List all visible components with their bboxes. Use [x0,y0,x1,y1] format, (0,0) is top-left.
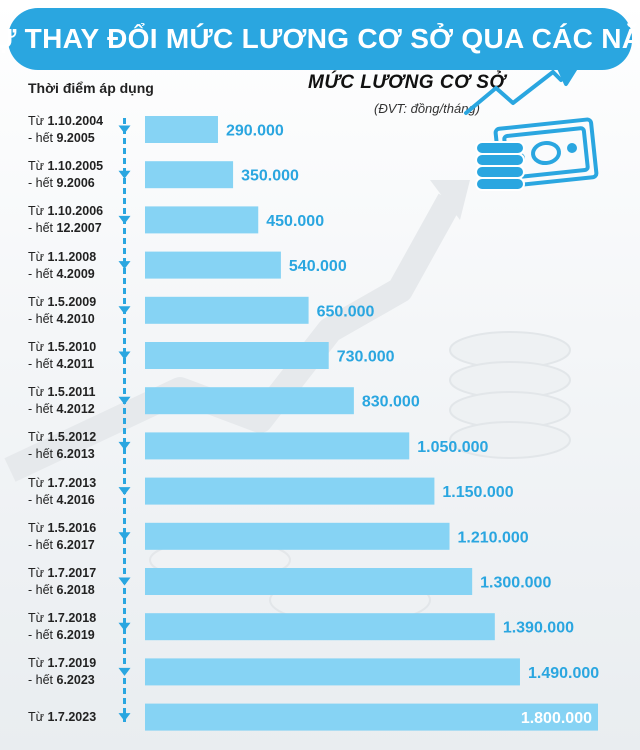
period-label-10: Từ 1.7.2017 - hết 6.2018 [28,565,122,599]
triangle-marker-icon [118,351,131,360]
period-label-7: Từ 1.5.2012 - hết 6.2013 [28,429,122,463]
value-label-5: 730.000 [337,349,395,366]
period-label-0: Từ 1.10.2004 - hết 9.2005 [28,113,122,147]
period-to: - hết 6.2017 [28,537,95,552]
triangle-marker-icon [118,396,131,405]
period-from: Từ 1.7.2018 [28,611,97,626]
bar-7 [145,432,410,460]
period-label-9: Từ 1.5.2016 - hết 6.2017 [28,520,122,554]
period-from: Từ 1.10.2006 [28,204,104,219]
period-from: Từ 1.7.2013 [28,475,97,490]
bar-11 [145,613,495,641]
period-to: - hết 6.2019 [28,628,95,643]
value-label-12: 1.490.000 [528,665,599,682]
period-to: - hết 9.2006 [28,176,95,191]
triangle-marker-icon [118,577,131,586]
triangle-marker-icon [118,125,131,134]
bar-5 [145,342,329,369]
period-label-2: Từ 1.10.2006 - hết 12.2007 [28,203,122,237]
legend-unit: (ĐVT: đồng/tháng) [374,101,480,116]
period-label-12: Từ 1.7.2019 - hết 6.2023 [28,655,122,689]
money-growth-icon [464,64,599,191]
value-label-8: 1.150.000 [442,484,513,501]
value-label-9: 1.210.000 [458,529,529,546]
column-header: Thời điểm áp dụng [28,80,154,96]
bar-10 [145,568,473,595]
period-to: - hết 4.2009 [28,266,95,281]
legend-title: MỨC LƯƠNG CƠ SỞ [308,72,506,93]
triangle-marker-icon [118,170,131,179]
period-to: - hết 4.2011 [28,357,95,371]
period-from: Từ 1.7.2019 [28,656,97,671]
bar-1 [145,161,234,189]
value-label-0: 290.000 [226,123,284,140]
period-label-13: Từ 1.7.2023 [28,709,122,726]
period-to: - hết 9.2005 [28,131,95,145]
bar-6 [145,387,354,415]
period-from: Từ 1.10.2005 [28,159,104,174]
triangle-marker-icon [118,667,131,676]
triangle-marker-icon [118,532,131,541]
value-label-6: 830.000 [362,394,420,411]
bar-4 [145,296,309,324]
bar-9 [145,522,450,550]
bar-12 [145,658,520,686]
triangle-marker-icon [118,306,131,315]
triangle-marker-icon [118,622,131,631]
period-label-11: Từ 1.7.2018 - hết 6.2019 [28,610,122,644]
period-to: - hết 6.2023 [28,673,95,688]
value-label-10: 1.300.000 [480,575,551,592]
period-label-3: Từ 1.1.2008 - hết 4.2009 [28,249,122,283]
period-from: Từ 1.10.2004 [28,114,104,128]
period-to: - hết 4.2012 [28,402,95,417]
bar-0 [145,116,218,143]
bar-3 [145,251,281,279]
value-label-4: 650.000 [317,303,375,320]
timeline-line [123,118,126,722]
triangle-marker-icon [118,713,131,722]
period-to: - hết 6.2013 [28,447,95,462]
value-label-1: 350.000 [241,168,299,185]
period-from: Từ 1.7.2023 [28,709,97,724]
period-from: Từ 1.5.2016 [28,520,97,535]
chart-title: SỰ THAY ĐỔI MỨC LƯƠNG CƠ SỞ QUA CÁC NĂM [0,23,640,54]
value-label-7: 1.050.000 [417,439,488,456]
period-label-6: Từ 1.5.2011 - hết 4.2012 [28,384,122,418]
period-from: Từ 1.1.2008 [28,249,97,264]
value-label-13: 1.800.000 [521,710,592,727]
bar-2 [145,206,259,234]
period-from: Từ 1.5.2010 [28,340,97,354]
triangle-marker-icon [118,215,131,224]
period-label-8: Từ 1.7.2013 - hết 4.2016 [28,475,122,509]
title-banner: SỰ THAY ĐỔI MỨC LƯƠNG CƠ SỞ QUA CÁC NĂM [0,8,640,70]
value-label-11: 1.390.000 [503,620,574,637]
period-label-1: Từ 1.10.2005 - hết 9.2006 [28,158,122,192]
period-from: Từ 1.5.2011 [28,385,96,400]
triangle-marker-icon [118,441,131,450]
period-label-4: Từ 1.5.2009 - hết 4.2010 [28,294,122,328]
period-from: Từ 1.5.2012 [28,430,97,445]
value-label-2: 450.000 [266,213,324,230]
triangle-marker-icon [118,487,131,496]
bar-8 [145,477,435,505]
period-to: - hết 12.2007 [28,221,102,236]
triangle-marker-icon [118,261,131,270]
value-label-3: 540.000 [289,258,347,275]
period-label-5: Từ 1.5.2010 - hết 4.2011 [28,339,122,373]
period-to: - hết 6.2018 [28,583,95,597]
period-from: Từ 1.7.2017 [28,566,97,580]
period-to: - hết 4.2010 [28,311,95,326]
period-from: Từ 1.5.2009 [28,294,97,309]
bar-13 [145,703,598,731]
period-to: - hết 4.2016 [28,492,95,507]
